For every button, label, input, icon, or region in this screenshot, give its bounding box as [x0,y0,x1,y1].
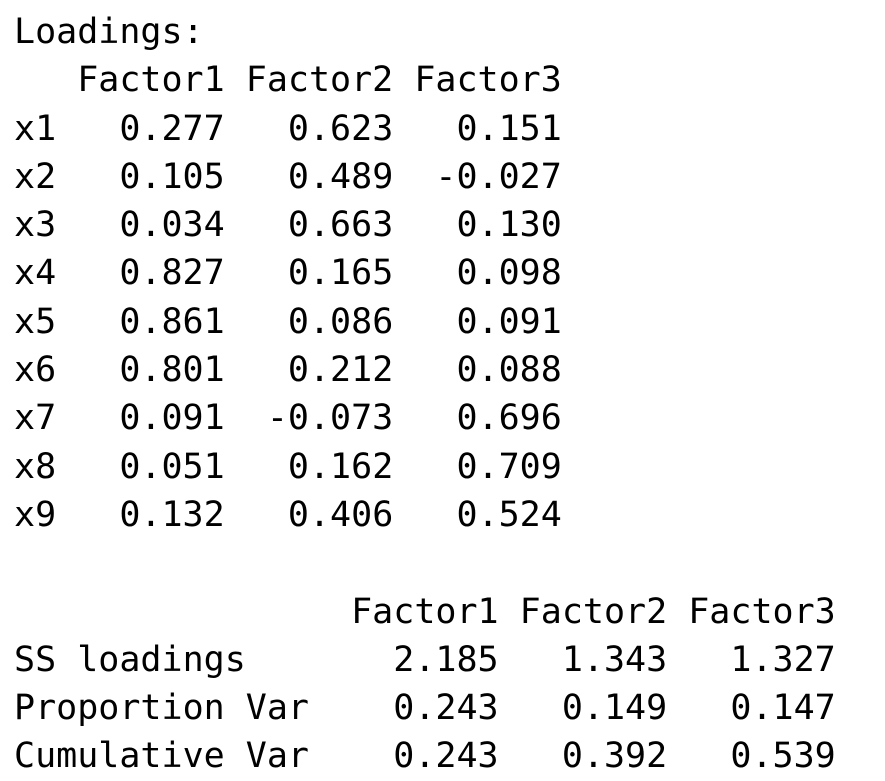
row-name: Proportion Var [14,688,310,729]
loading-value: 0.132 [119,494,225,535]
loading-value: 0.051 [119,446,225,487]
loading-value: 0.162 [287,446,394,487]
loading-value: 0.086 [287,301,394,342]
variance-value: 0.539 [730,736,836,777]
loadings-row: x5 0.861 0.086 0.091 [14,298,836,346]
loading-value: 0.277 [119,108,225,149]
variance-value: 1.343 [561,639,668,680]
loading-value: 0.827 [119,253,225,294]
variance-row: Proportion Var 0.243 0.149 0.147 [14,684,836,732]
loading-value: 0.801 [119,350,225,391]
loadings-row: x7 0.091 -0.073 0.696 [14,394,836,442]
row-name: x4 [14,253,57,294]
variance-col-header: Factor1 [351,591,499,632]
loadings-row: x2 0.105 0.489 -0.027 [14,153,836,201]
row-name: x3 [14,205,57,246]
loadings-title: Loadings: [14,12,204,52]
row-name: x6 [14,350,57,391]
loading-value: 0.524 [456,494,562,535]
variance-value: 2.185 [393,639,499,680]
row-name: SS loadings [14,639,246,680]
loading-value: -0.073 [266,398,394,439]
loading-value: 0.091 [456,301,562,342]
row-name: x2 [14,156,57,197]
loadings-row: x3 0.034 0.663 0.130 [14,201,836,249]
loadings-row: x6 0.801 0.212 0.088 [14,346,836,394]
variance-value: 0.243 [393,688,499,729]
variance-value: 0.147 [730,688,836,729]
loadings-row: x4 0.827 0.165 0.098 [14,249,836,297]
loading-value: 0.091 [119,398,225,439]
loadings-header-row: Factor1 Factor2 Factor3 [14,56,836,104]
variance-col-header: Factor3 [688,591,836,632]
loading-value: 0.105 [119,156,225,197]
row-name: x7 [14,398,57,439]
variance-col-header: Factor2 [519,591,668,632]
loading-value: 0.130 [456,205,562,246]
variance-row: Cumulative Var 0.243 0.392 0.539 [14,732,836,780]
row-name: x9 [14,494,57,535]
loading-value: 0.696 [456,398,562,439]
loading-value: 0.663 [287,205,394,246]
variance-row: SS loadings 2.185 1.343 1.327 [14,636,836,684]
loading-value: 0.165 [287,253,394,294]
loading-value: 0.088 [456,350,562,391]
loadings-row: x1 0.277 0.623 0.151 [14,105,836,153]
loadings-col-header: Factor3 [414,60,562,101]
loadings-row: x8 0.051 0.162 0.709 [14,443,836,491]
variance-value: 0.149 [561,688,668,729]
row-name: x8 [14,446,57,487]
variance-value: 0.243 [393,736,499,777]
variance-value: 0.392 [561,736,668,777]
loading-value: 0.034 [119,205,225,246]
loading-value: 0.861 [119,301,225,342]
loading-value: -0.027 [435,156,562,197]
row-name: x1 [14,108,57,149]
loading-value: 0.623 [287,108,394,149]
variance-value: 1.327 [730,639,836,680]
loadings-col-header: Factor1 [77,60,225,101]
loading-value: 0.489 [287,156,394,197]
loading-value: 0.406 [287,494,394,535]
loadings-row: x9 0.132 0.406 0.524 [14,491,836,539]
loading-value: 0.098 [456,253,562,294]
console-output: Loadings: Factor1 Factor2 Factor3 x1 0.277 0.6… [14,8,836,781]
loading-value: 0.212 [287,350,394,391]
loading-value: 0.151 [456,108,562,149]
row-name: Cumulative Var [14,736,310,777]
variance-header-row: Factor1 Factor2 Factor3 [14,588,836,636]
loading-value: 0.709 [456,446,562,487]
row-name: x5 [14,301,57,342]
loadings-col-header: Factor2 [245,60,394,101]
blank-line [14,539,836,587]
